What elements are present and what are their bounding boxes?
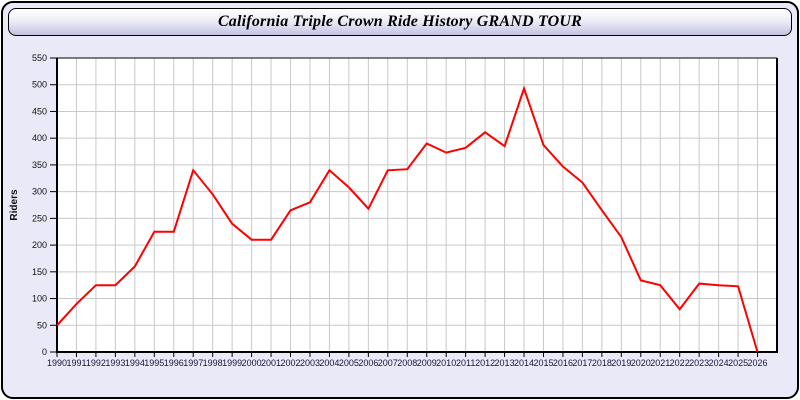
y-ticks: 0 50 100 150 200 250 300 350 400 450 500 550	[32, 53, 57, 357]
y-tick-label: 0	[42, 347, 47, 357]
x-tick-label: 2018	[592, 358, 612, 368]
x-tick-label: 2022	[670, 358, 690, 368]
x-tick-label: 2019	[611, 358, 631, 368]
x-tick-label: 2021	[650, 358, 670, 368]
x-tick-label: 2008	[397, 358, 417, 368]
chart-title-bar: California Triple Crown Ride History GRA…	[8, 8, 792, 36]
x-tick-label: 2014	[514, 358, 534, 368]
x-tick-label: 2016	[553, 358, 573, 368]
x-tick-label: 1993	[105, 358, 125, 368]
y-tick-label: 150	[32, 267, 47, 277]
riders-line	[56, 85, 759, 353]
x-tick-label: 2005	[339, 358, 359, 368]
y-tick-label: 50	[37, 320, 47, 330]
x-tick-label: 2006	[358, 358, 378, 368]
x-ticks: 1990 1991 1992 1993 1994 1995 1996 1997 1998 1999…	[47, 352, 768, 368]
x-tick-label: 2004	[319, 358, 339, 368]
x-tick-label: 2013	[495, 358, 515, 368]
x-tick-label: 2015	[533, 358, 553, 368]
y-axis-title: Riders	[9, 189, 20, 221]
x-tick-label: 1999	[222, 358, 242, 368]
y-tick-label: 300	[32, 187, 47, 197]
gridlines	[57, 58, 777, 352]
x-tick-label: 2002	[280, 358, 300, 368]
axes	[56, 57, 778, 353]
y-tick-label: 200	[32, 240, 47, 250]
x-tick-label: 1991	[66, 358, 86, 368]
x-tick-label: 2020	[631, 358, 651, 368]
x-tick-label: 2007	[378, 358, 398, 368]
x-tick-label: 1996	[164, 358, 184, 368]
y-tick-label: 100	[32, 294, 47, 304]
y-tick-label: 250	[32, 213, 47, 223]
x-tick-label: 1992	[86, 358, 106, 368]
x-tick-label: 2023	[689, 358, 709, 368]
x-tick-label: 2012	[475, 358, 495, 368]
x-tick-label: 1990	[47, 358, 67, 368]
x-tick-label: 1997	[183, 358, 203, 368]
x-tick-label: 2025	[728, 358, 748, 368]
x-tick-label: 1995	[144, 358, 164, 368]
x-tick-label: 2017	[572, 358, 592, 368]
x-tick-label: 2000	[242, 358, 262, 368]
chart-title: California Triple Crown Ride History GRA…	[217, 13, 583, 30]
x-tick-label: 2026	[748, 358, 768, 368]
x-tick-label: 2009	[417, 358, 437, 368]
x-tick-label: 2024	[709, 358, 729, 368]
y-axis-title-group: Riders	[9, 189, 20, 221]
y-tick-label: 450	[32, 106, 47, 116]
x-tick-label: 1994	[125, 358, 145, 368]
series	[56, 85, 759, 353]
plot-area	[57, 58, 777, 352]
x-tick-label: 2001	[261, 358, 281, 368]
x-tick-label: 2010	[436, 358, 456, 368]
y-tick-label: 550	[32, 53, 47, 63]
x-tick-label: 1998	[203, 358, 223, 368]
x-tick-label: 2011	[456, 358, 475, 368]
y-tick-label: 500	[32, 80, 47, 90]
x-tick-label: 2003	[300, 358, 320, 368]
y-tick-label: 350	[32, 160, 47, 170]
y-tick-label: 400	[32, 133, 47, 143]
